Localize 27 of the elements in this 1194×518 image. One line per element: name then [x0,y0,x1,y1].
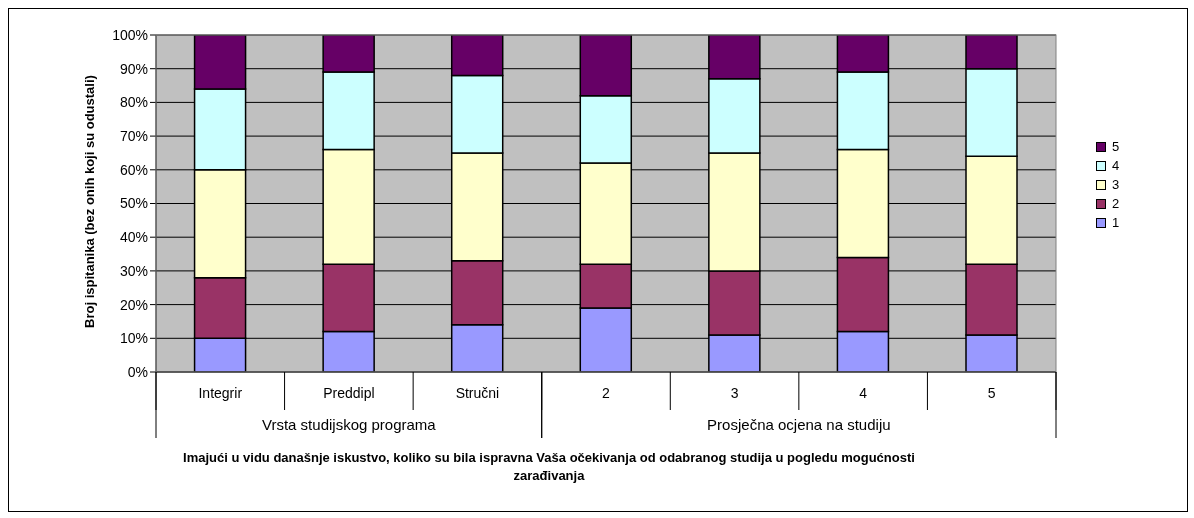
x-tick-label: 3 [730,384,739,401]
legend-label: 5 [1112,139,1120,154]
y-tick-label: 70% [119,128,148,145]
y-tick-label: 60% [119,161,148,178]
y-tick-label: 30% [119,262,148,279]
x-tick-label: Integrir [198,384,243,401]
legend-label: 3 [1112,177,1120,192]
y-tick-label: 40% [119,229,148,246]
y-tick-label: 50% [119,195,148,212]
x-tick-label: Stručni [455,384,500,401]
y-tick-label: 10% [119,330,148,347]
y-tick-label: 90% [119,60,148,77]
x-axis-title: Imajući u vidu današnje iskustvo, koliko su bila ispravna Vaša očekivanja od odabranog studija u pogledu mogućnosti zarađivanja [182,449,916,485]
y-axis-title: Broj ispitanika (bez onih koji su odustali) [81,73,97,330]
y-tick-label: 20% [119,296,148,313]
x-tick-label: 4 [859,384,868,401]
x-tick-label: 2 [602,384,611,401]
legend-label: 1 [1112,215,1120,230]
legend-label: 2 [1112,196,1120,211]
y-tick-label: 0% [127,363,148,380]
y-tick-label: 100% [112,26,148,43]
x-tick-label: Preddipl [323,384,375,401]
text: Vrsta studijskog programa [261,416,437,433]
legend-label: 4 [1112,158,1120,173]
text: Prosječna ocjena na studiju [706,416,892,433]
x-tick-label: 5 [987,384,996,401]
y-tick-label: 80% [119,94,148,111]
